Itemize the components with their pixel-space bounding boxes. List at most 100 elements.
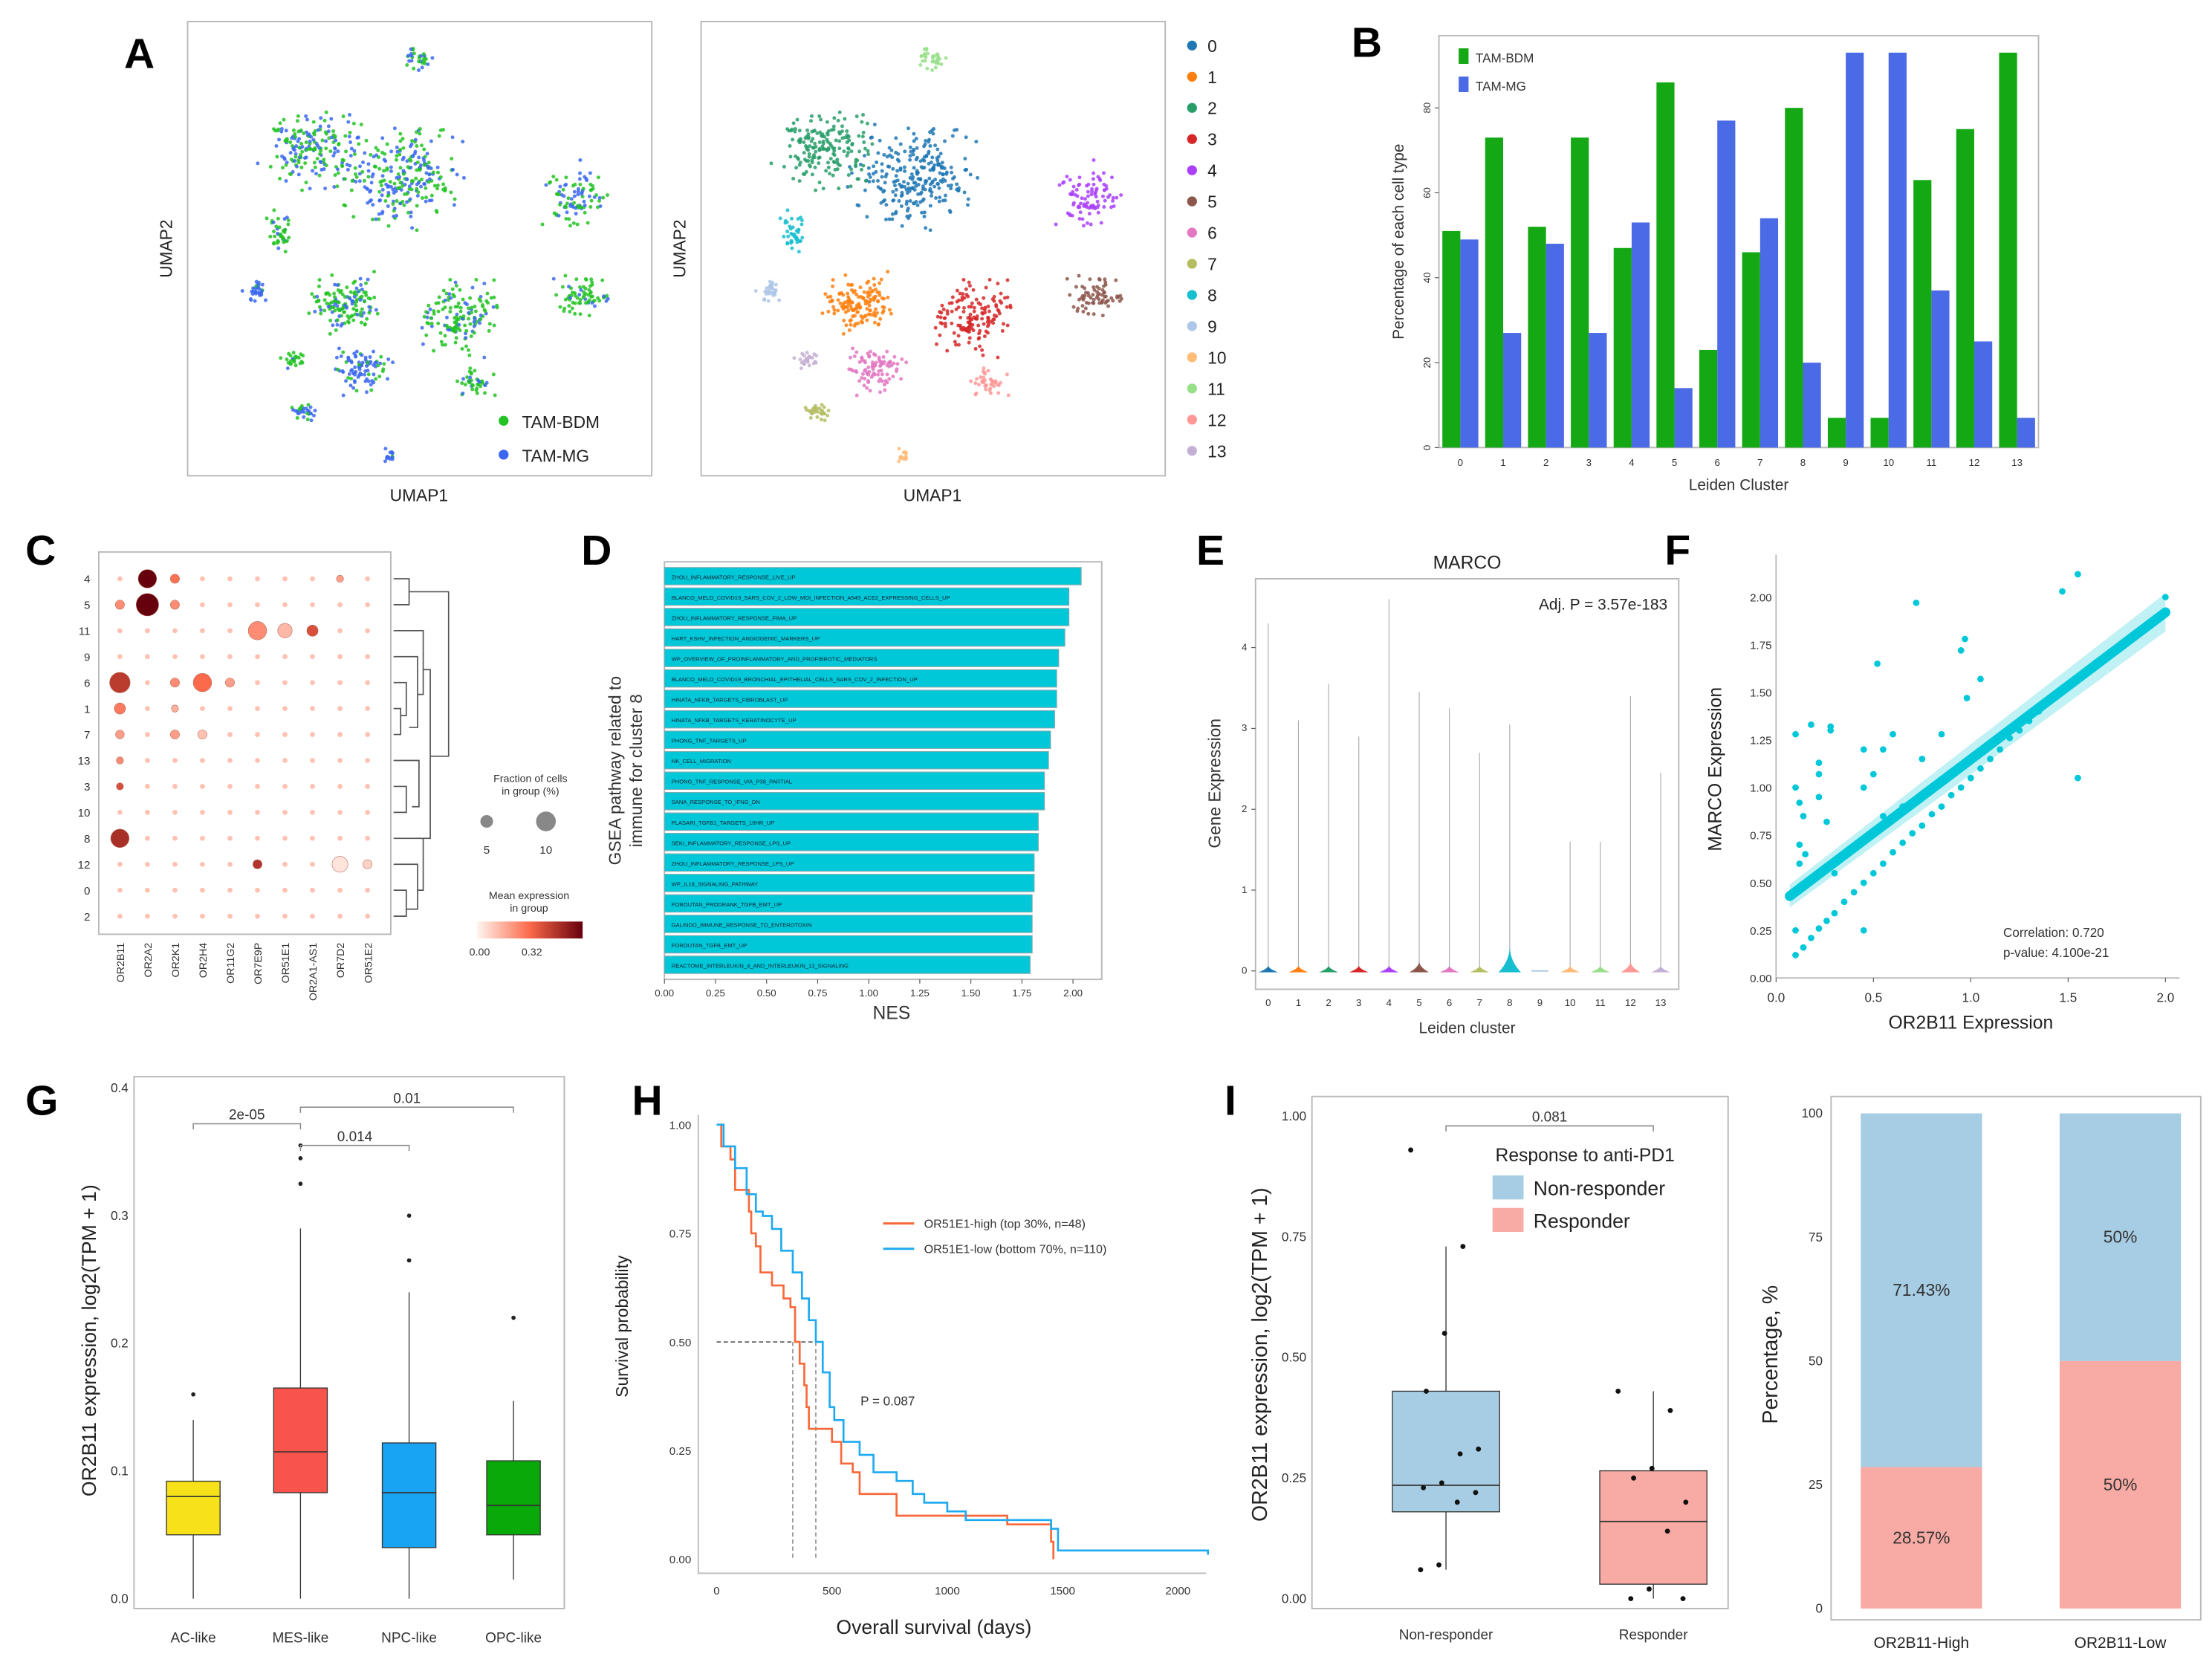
- umap-point: [826, 165, 831, 169]
- umap-point: [947, 301, 952, 305]
- y-tick-label: 0.25: [1750, 925, 1772, 938]
- umap-point: [282, 117, 286, 122]
- umap-point: [988, 391, 993, 395]
- x-tick-label: 10: [1565, 997, 1576, 1008]
- umap-point: [967, 305, 971, 309]
- umap-point: [366, 372, 371, 377]
- umap-point: [914, 158, 918, 162]
- umap-point: [978, 328, 982, 333]
- umap-point: [836, 298, 840, 302]
- umap-point: [392, 207, 397, 211]
- umap-point: [1086, 194, 1090, 198]
- umap-point: [558, 202, 562, 207]
- umap-point: [369, 181, 374, 185]
- umap-point: [1057, 183, 1062, 187]
- umap-point: [429, 324, 434, 328]
- umap-point: [809, 119, 813, 123]
- umap-point: [333, 173, 337, 178]
- umap-point: [897, 199, 901, 203]
- pathway-label: ZHOU_INFLAMMATORY_RESPONSE_FIMA_UP: [672, 614, 797, 621]
- umap-point: [358, 164, 362, 169]
- x-tick-label: 11: [1595, 997, 1606, 1008]
- dot-9-OR7E9P: [255, 654, 260, 660]
- nes-bar: [664, 730, 1051, 749]
- umap-point: [949, 165, 953, 169]
- umap-point: [880, 175, 884, 179]
- umap-point: [469, 371, 473, 375]
- scatter-point: [1831, 909, 1838, 917]
- umap-point: [366, 277, 370, 282]
- umap-point: [282, 240, 286, 244]
- scatter-point: [1869, 869, 1877, 877]
- umap-point: [448, 305, 453, 310]
- umap-point: [361, 160, 365, 164]
- umap-point: [401, 172, 406, 176]
- umap-point: [964, 287, 968, 291]
- umap-point: [374, 146, 378, 150]
- umap-point: [866, 149, 870, 153]
- umap-point: [930, 190, 934, 195]
- umap-point: [567, 304, 571, 308]
- x-tick-label: 12: [1969, 457, 1980, 468]
- dot-9-OR51E2: [365, 654, 370, 660]
- umap-point: [1071, 202, 1076, 207]
- umap-point: [1104, 186, 1109, 191]
- umap-point: [277, 137, 282, 142]
- legend-label: 12: [1207, 410, 1226, 429]
- umap-point: [420, 65, 424, 70]
- umap-point: [840, 129, 844, 134]
- umap-point: [846, 173, 851, 178]
- x-tick-label: MES-like: [272, 1630, 328, 1646]
- umap-point: [346, 120, 351, 124]
- dot-10-OR2H4: [200, 809, 205, 815]
- dot-12-OR7E9P: [253, 859, 262, 869]
- umap-point: [879, 369, 883, 373]
- umap-point: [240, 288, 244, 293]
- umap-point: [863, 368, 868, 372]
- dot-10-OR2A2: [145, 809, 150, 815]
- umap-point: [363, 372, 367, 377]
- y-tick-label: 0.50: [669, 1337, 692, 1349]
- umap-point: [1078, 210, 1083, 215]
- umap-point: [777, 298, 782, 302]
- dendrogram-branch: [420, 669, 431, 840]
- umap-point: [849, 355, 852, 360]
- umap-point: [467, 311, 471, 315]
- legend-label: TAM-MG: [1476, 80, 1526, 94]
- pathway-label: GALINDO_IMMUNE_RESPONSE_TO_ENTEROTOXIN: [672, 921, 812, 928]
- umap-point: [889, 148, 894, 152]
- umap-point: [802, 362, 807, 366]
- umap-point: [1094, 186, 1099, 191]
- row-label: 13: [78, 755, 91, 768]
- umap-point: [846, 295, 851, 299]
- violin-cluster-0: [1258, 965, 1279, 973]
- bar-tam-bdm-cluster-11: [1913, 180, 1932, 448]
- x-tick-label: 6: [1447, 997, 1452, 1008]
- umap-point: [935, 314, 940, 319]
- umap-point: [293, 155, 298, 159]
- dot-1-OR51E1: [282, 706, 288, 712]
- umap-point: [996, 383, 1001, 388]
- umap-point: [580, 192, 584, 196]
- umap-point: [878, 186, 883, 191]
- umap-point: [563, 297, 568, 302]
- umap-point: [453, 328, 458, 331]
- umap-point: [970, 322, 975, 327]
- legend-marker: [1187, 134, 1197, 144]
- bar-non-responder-or2b11-high: [1861, 1113, 1982, 1467]
- umap-point: [293, 159, 297, 163]
- umap-point: [1103, 301, 1108, 305]
- umap-point: [872, 123, 877, 127]
- umap-point: [470, 305, 474, 310]
- dot-6-OR2H4: [192, 673, 213, 692]
- umap-point: [322, 118, 327, 123]
- umap-point: [791, 121, 796, 126]
- umap-point: [911, 152, 915, 157]
- umap-point: [1077, 297, 1081, 302]
- dendrogram-branch: [393, 759, 420, 808]
- umap-point: [895, 169, 900, 173]
- umap-point: [454, 284, 458, 288]
- x-axis-label: Leiden cluster: [1419, 1019, 1516, 1036]
- legend-label: OR51E1-high (top 30%, n=48): [924, 1217, 1086, 1230]
- umap-point: [597, 195, 602, 200]
